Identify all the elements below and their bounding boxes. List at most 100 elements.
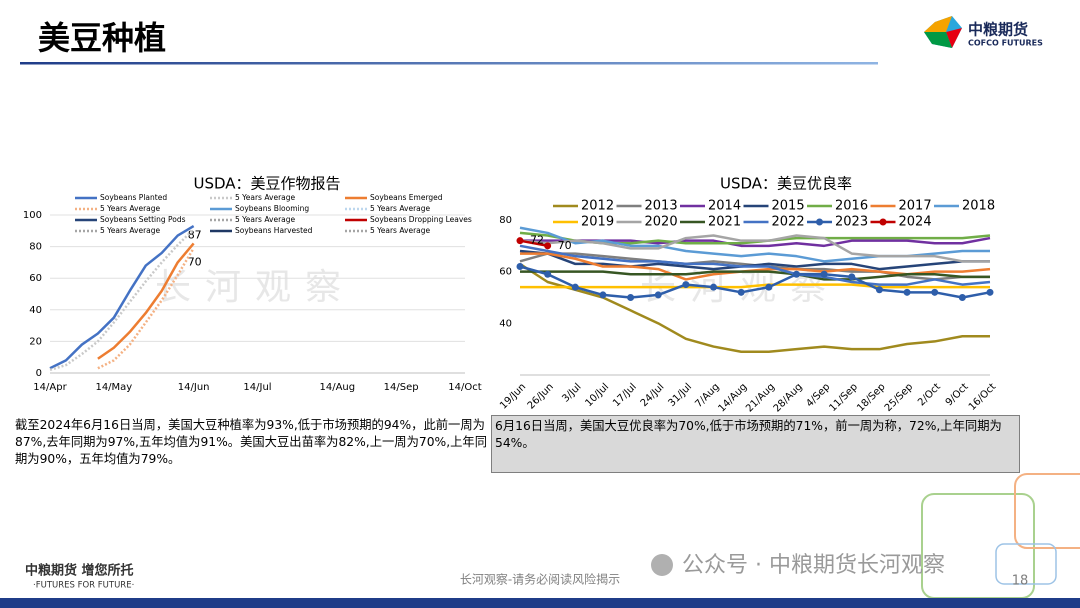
legend-label: Soybeans Blooming bbox=[235, 204, 309, 213]
x-tick-label: 14/May bbox=[95, 382, 132, 393]
y-tick-label: 20 bbox=[29, 336, 42, 347]
legend-label: 5 Years Average bbox=[370, 204, 431, 213]
note-left-box: 截至2024年6月16日当周，美国大豆种植率为93%,低于市场预期的94%，此前… bbox=[15, 418, 488, 466]
legend-label: 2019 bbox=[581, 215, 614, 230]
series-marker bbox=[820, 270, 828, 278]
series-marker bbox=[544, 270, 552, 278]
logo-en: COFCO FUTURES bbox=[968, 39, 1043, 48]
series-marker bbox=[931, 288, 939, 296]
note-right: 6月16日当周，美国大豆优良率为70%,低于市场预期的71%，前一周为称，72%… bbox=[491, 415, 1020, 473]
legend-label: 2016 bbox=[835, 199, 868, 214]
series-marker bbox=[710, 283, 718, 291]
x-tick-label: 14/Jun bbox=[178, 382, 210, 393]
legend-label: 2018 bbox=[962, 199, 995, 214]
series-marker bbox=[516, 237, 524, 245]
x-tick-label: 19/Jun bbox=[498, 381, 528, 411]
legend-label: 5 Years Average bbox=[100, 226, 161, 235]
title-rule bbox=[20, 62, 878, 65]
footer-logo: 中粮期货 增您所托 bbox=[25, 563, 134, 579]
x-tick-label: 14/Oct bbox=[448, 382, 481, 393]
x-tick-label: 31/Jul bbox=[666, 381, 694, 409]
x-tick-label: 26/Jun bbox=[526, 381, 556, 411]
note-left: 截至2024年6月16日当周，美国大豆种植率为93%,低于市场预期的94%，此前… bbox=[15, 418, 488, 466]
legend-label: 5 Years Average bbox=[235, 215, 296, 224]
series-marker bbox=[986, 288, 994, 296]
legend-label: 2022 bbox=[772, 215, 805, 230]
legend-label: Soybeans Planted bbox=[100, 193, 167, 202]
series-line bbox=[519, 234, 990, 263]
deco-blue bbox=[995, 543, 1057, 585]
x-tick-label: 25/Sep bbox=[883, 381, 915, 413]
y-tick-label: 0 bbox=[36, 368, 42, 379]
footer-slogan: ·FUTURES FOR FUTURE· bbox=[33, 581, 134, 591]
wechat-icon bbox=[651, 554, 673, 576]
logo-text: 中粮期货 bbox=[968, 21, 1028, 39]
x-tick-label: 14/Sep bbox=[384, 382, 419, 393]
x-tick-label: 21/Aug bbox=[744, 381, 777, 414]
data-label: 72 bbox=[530, 234, 544, 247]
legend-label: 2015 bbox=[772, 199, 805, 214]
series-line bbox=[520, 283, 990, 289]
legend-label: 2017 bbox=[899, 199, 932, 214]
chart-title: USDA：美豆优良率 bbox=[720, 175, 852, 193]
x-tick-label: 3/Jul bbox=[560, 381, 583, 404]
legend-label: 2021 bbox=[708, 215, 741, 230]
data-label: 87 bbox=[188, 229, 202, 242]
x-tick-label: 18/Sep bbox=[855, 381, 887, 413]
legend-label: 2013 bbox=[645, 199, 678, 214]
data-label: 70 bbox=[188, 255, 202, 268]
series-line bbox=[97, 242, 195, 360]
legend-label: Soybeans Dropping Leaves bbox=[370, 215, 472, 224]
legend-label: 2024 bbox=[899, 215, 932, 230]
x-tick-label: 11/Sep bbox=[828, 381, 860, 413]
y-tick-label: 80 bbox=[29, 242, 42, 253]
series-marker bbox=[903, 288, 911, 296]
series-marker bbox=[958, 294, 966, 301]
x-tick-label: 24/Jul bbox=[639, 381, 667, 409]
x-tick-label: 28/Aug bbox=[772, 381, 805, 414]
series-marker bbox=[875, 286, 883, 294]
legend-label: 2014 bbox=[708, 199, 741, 214]
x-tick-label: 16/Oct bbox=[967, 381, 998, 412]
y-tick-label: 60 bbox=[499, 267, 512, 278]
x-tick-label: 14/Aug bbox=[716, 381, 749, 414]
series-marker bbox=[737, 288, 745, 296]
y-tick-label: 100 bbox=[23, 210, 42, 221]
x-tick-label: 10/Jul bbox=[583, 381, 611, 409]
note-right-box: 6月16日当周，美国大豆优良率为70%,低于市场预期的71%，前一周为称，72%… bbox=[491, 415, 1020, 473]
series-line bbox=[49, 228, 195, 372]
series-marker bbox=[765, 283, 773, 291]
watermark: 公众号 · 中粮期货长河观察 bbox=[682, 553, 945, 578]
series-line bbox=[97, 247, 195, 370]
series-marker bbox=[627, 294, 635, 301]
series-line bbox=[519, 265, 991, 299]
series-marker bbox=[848, 273, 856, 281]
legend-label: 5 Years Average bbox=[100, 204, 161, 213]
footer-note: 长河观察-请务必阅读风险揭示 bbox=[460, 572, 620, 587]
series-marker bbox=[599, 291, 607, 299]
series-marker bbox=[792, 270, 800, 278]
y-tick-label: 80 bbox=[499, 215, 512, 226]
page-number: 18 bbox=[1012, 574, 1029, 589]
series-marker bbox=[544, 242, 552, 250]
legend-label: Soybeans Setting Pods bbox=[100, 215, 186, 224]
y-tick-label: 40 bbox=[29, 305, 42, 316]
series-line bbox=[519, 239, 548, 248]
legend-label: 2012 bbox=[581, 199, 614, 214]
legend-label: 2023 bbox=[835, 215, 868, 230]
legend-label: Soybeans Harvested bbox=[235, 226, 313, 235]
legend-label: Soybeans Emerged bbox=[370, 193, 443, 202]
y-tick-label: 60 bbox=[29, 273, 42, 284]
x-tick-label: 14/Jul bbox=[243, 382, 271, 393]
series-line bbox=[519, 244, 991, 286]
legend-marker bbox=[816, 218, 823, 226]
series-marker bbox=[654, 291, 662, 299]
x-tick-label: 14/Aug bbox=[319, 382, 355, 393]
series-line bbox=[49, 224, 195, 370]
series-marker bbox=[682, 281, 690, 289]
series-line bbox=[520, 270, 990, 281]
legend-label: 5 Years Average bbox=[235, 193, 296, 202]
series-marker bbox=[516, 263, 524, 270]
y-tick-label: 40 bbox=[499, 318, 512, 329]
